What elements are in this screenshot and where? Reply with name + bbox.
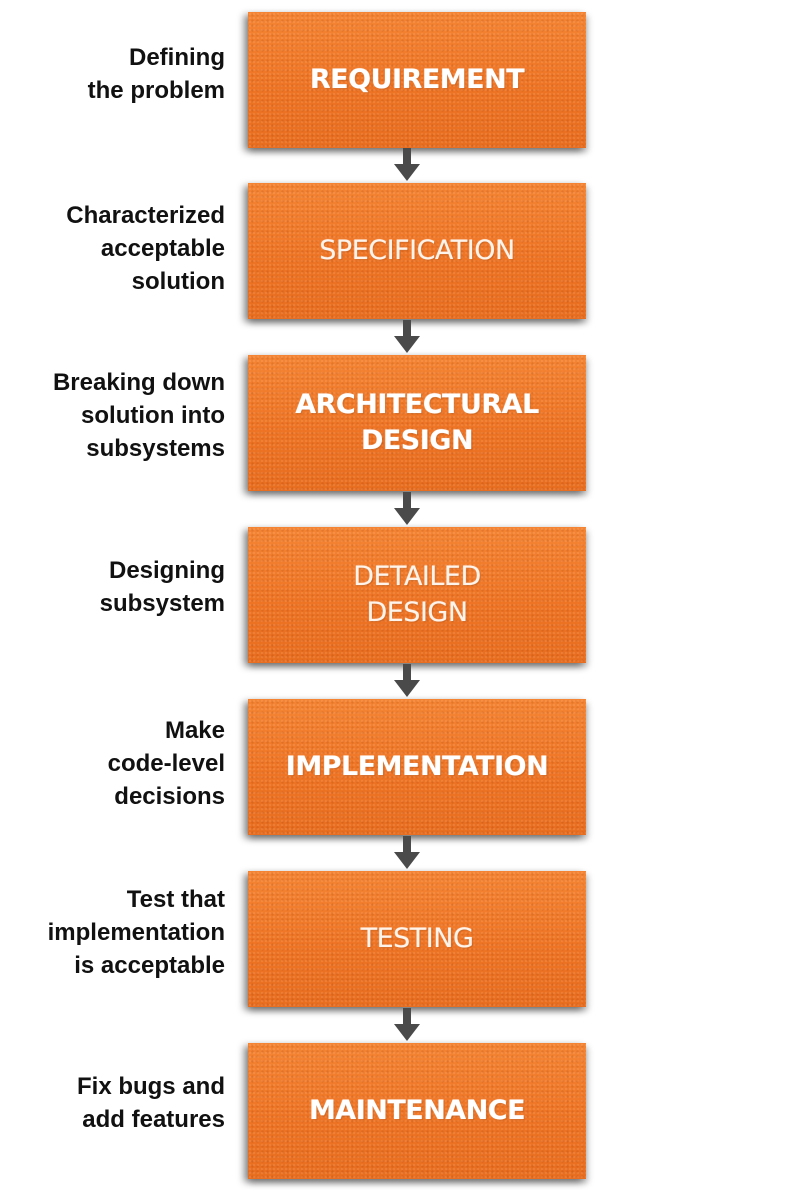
down-arrow-icon	[394, 320, 420, 353]
step-description-specification: Characterized acceptable solution	[66, 202, 225, 295]
step-label-architectural-design: ARCHITECTURAL DESIGN	[295, 389, 539, 456]
step-description-requirement: Defining the problem	[87, 44, 225, 104]
step-box-maintenance: MAINTENANCE	[248, 1043, 586, 1179]
step-description-implementation: Make code-level decisions	[107, 717, 225, 810]
step-label-requirement: REQUIREMENT	[309, 64, 525, 95]
step-box-detailed-design: DETAILED DESIGN	[248, 527, 586, 663]
step-description-maintenance: Fix bugs and add features	[76, 1073, 225, 1133]
step-label-detailed-design: DETAILED DESIGN	[353, 561, 481, 628]
down-arrow-icon	[394, 1008, 420, 1041]
step-box-implementation: IMPLEMENTATION	[248, 699, 586, 835]
down-arrow-icon	[394, 492, 420, 525]
step-description-detailed-design: Designing subsystem	[99, 557, 225, 617]
step-box-testing: TESTING	[248, 871, 586, 1007]
down-arrow-icon	[394, 148, 420, 181]
step-description-architectural-design: Breaking down solution into subsystems	[52, 369, 225, 462]
down-arrow-icon	[394, 664, 420, 697]
step-label-maintenance: MAINTENANCE	[308, 1095, 526, 1126]
step-label-implementation: IMPLEMENTATION	[285, 751, 549, 782]
step-box-requirement: REQUIREMENT	[248, 12, 586, 148]
step-box-specification: SPECIFICATION	[248, 183, 586, 319]
step-label-specification: SPECIFICATION	[319, 235, 515, 266]
step-box-architectural-design: ARCHITECTURAL DESIGN	[248, 355, 586, 491]
step-description-testing: Test that implementation is acceptable	[47, 886, 225, 979]
step-label-testing: TESTING	[360, 923, 474, 954]
down-arrow-icon	[394, 836, 420, 869]
